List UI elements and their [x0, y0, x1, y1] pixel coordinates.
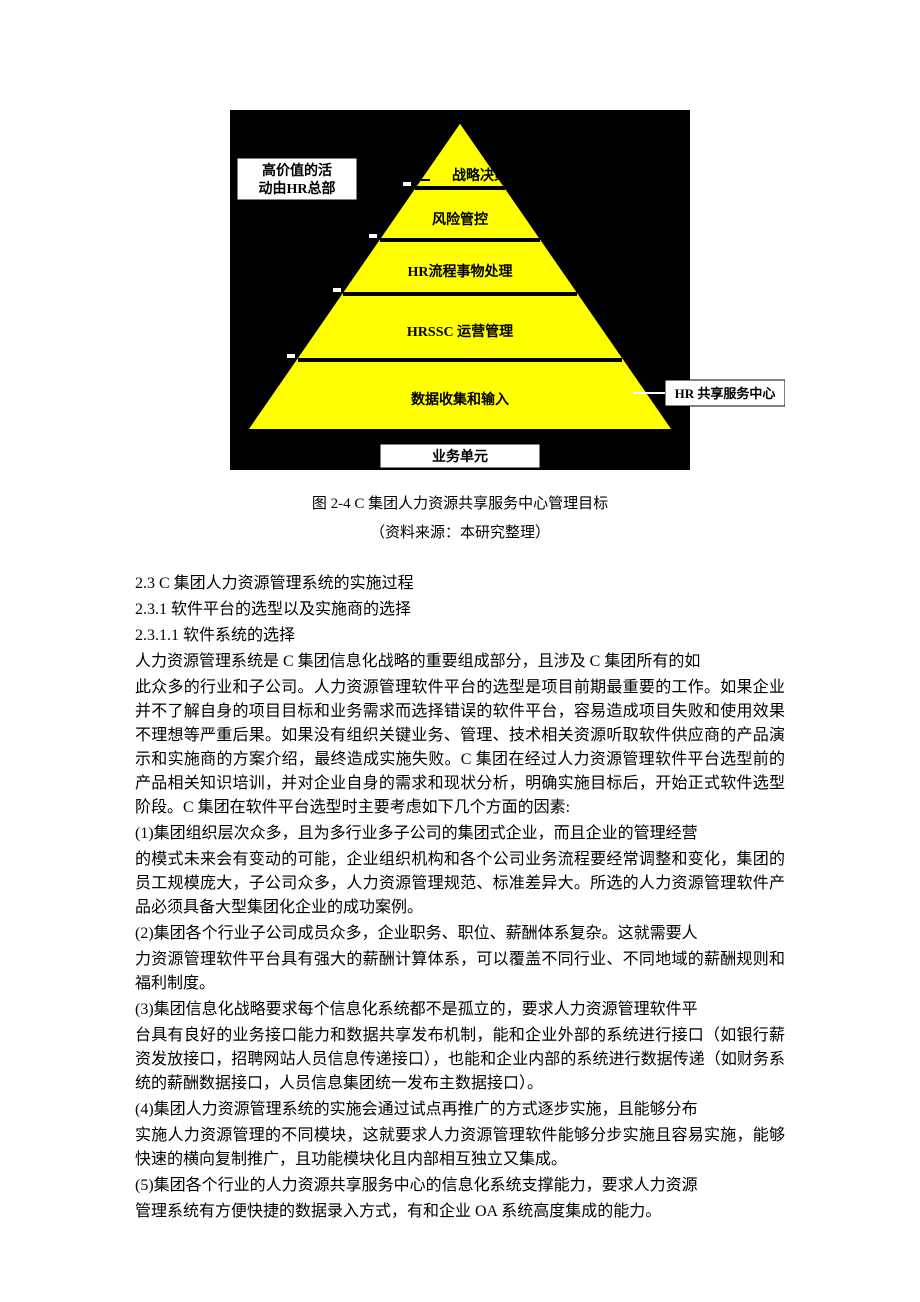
item-3-line1: (3)集团信息化战略要求每个信息化系统都不是孤立的，要求人力资源管理软件平 [135, 998, 785, 1022]
left-label-line1: 高价值的活 [262, 162, 332, 179]
level-3-label: HR流程事物处理 [408, 263, 513, 280]
left-label-line2: 动由HR总部 [259, 180, 336, 197]
tick-4 [287, 354, 295, 358]
tick-2 [369, 234, 377, 238]
item-1-rest: 的模式未来会有变动的可能，企业组织机构和各个公司业务流程要经常调整和变化，集团的… [135, 848, 785, 920]
item-2-rest: 力资源管理软件平台具有强大的薪酬计算体系，可以覆盖不同行业、不同地域的薪酬规则和… [135, 948, 785, 996]
item-2-line1: (2)集团各个行业子公司成员众多，企业职务、职位、薪酬体系复杂。这就需要人 [135, 922, 785, 946]
figure-source: （资料来源：本研究整理） [135, 522, 785, 545]
item-5-rest: 管理系统有方便快捷的数据录入方式，有和企业 OA 系统高度集成的能力。 [135, 1200, 785, 1224]
pyramid-figure: 战略决策 风险管控 HR流程事物处理 HRSSC 运营管理 数据收集和输入 业务… [135, 110, 785, 475]
heading-2-3-1-1: 2.3.1.1 软件系统的选择 [135, 624, 785, 648]
heading-2-3: 2.3 C 集团人力资源管理系统的实施过程 [135, 572, 785, 596]
intro-para-rest: 此众多的行业和子公司。人力资源管理软件平台的选型是项目前期最重要的工作。如果企业… [135, 676, 785, 820]
item-5-line1: (5)集团各个行业的人力资源共享服务中心的信息化系统支撑能力，要求人力资源 [135, 1174, 785, 1198]
level-4-label: HRSSC 运营管理 [407, 323, 513, 340]
bottom-box-label: 业务单元 [432, 448, 488, 465]
figure-caption: 图 2-4 C 集团人力资源共享服务中心管理目标 [135, 493, 785, 516]
level-2-label: 风险管控 [432, 211, 488, 228]
item-1-line1: (1)集团组织层次众多，且为多行业多子公司的集团式企业，而且企业的管理经营 [135, 822, 785, 846]
intro-para-line1: 人力资源管理系统是 C 集团信息化战略的重要组成部分，且涉及 C 集团所有的如 [135, 650, 785, 674]
tick-3 [333, 288, 341, 292]
document-page: 战略决策 风险管控 HR流程事物处理 HRSSC 运营管理 数据收集和输入 业务… [0, 110, 920, 1224]
level-5-label: 数据收集和输入 [411, 391, 509, 408]
item-4-rest: 实施人力资源管理的不同模块，这就要求人力资源管理软件能够分步实施且容易实施，能够… [135, 1124, 785, 1172]
heading-2-3-1: 2.3.1 软件平台的选型以及实施商的选择 [135, 598, 785, 622]
level-1-label: 战略决策 [452, 167, 509, 184]
item-4-line1: (4)集团人力资源管理系统的实施会通过试点再推广的方式逐步实施，且能够分布 [135, 1098, 785, 1122]
right-label-text: HR 共享服务中心 [675, 386, 776, 401]
item-3-rest: 台具有良好的业务接口能力和数据共享发布机制，能和企业外部的系统进行接口（如银行薪… [135, 1024, 785, 1096]
pyramid-diagram: 战略决策 风险管控 HR流程事物处理 HRSSC 运营管理 数据收集和输入 业务… [135, 110, 785, 475]
tick-1 [403, 182, 411, 186]
